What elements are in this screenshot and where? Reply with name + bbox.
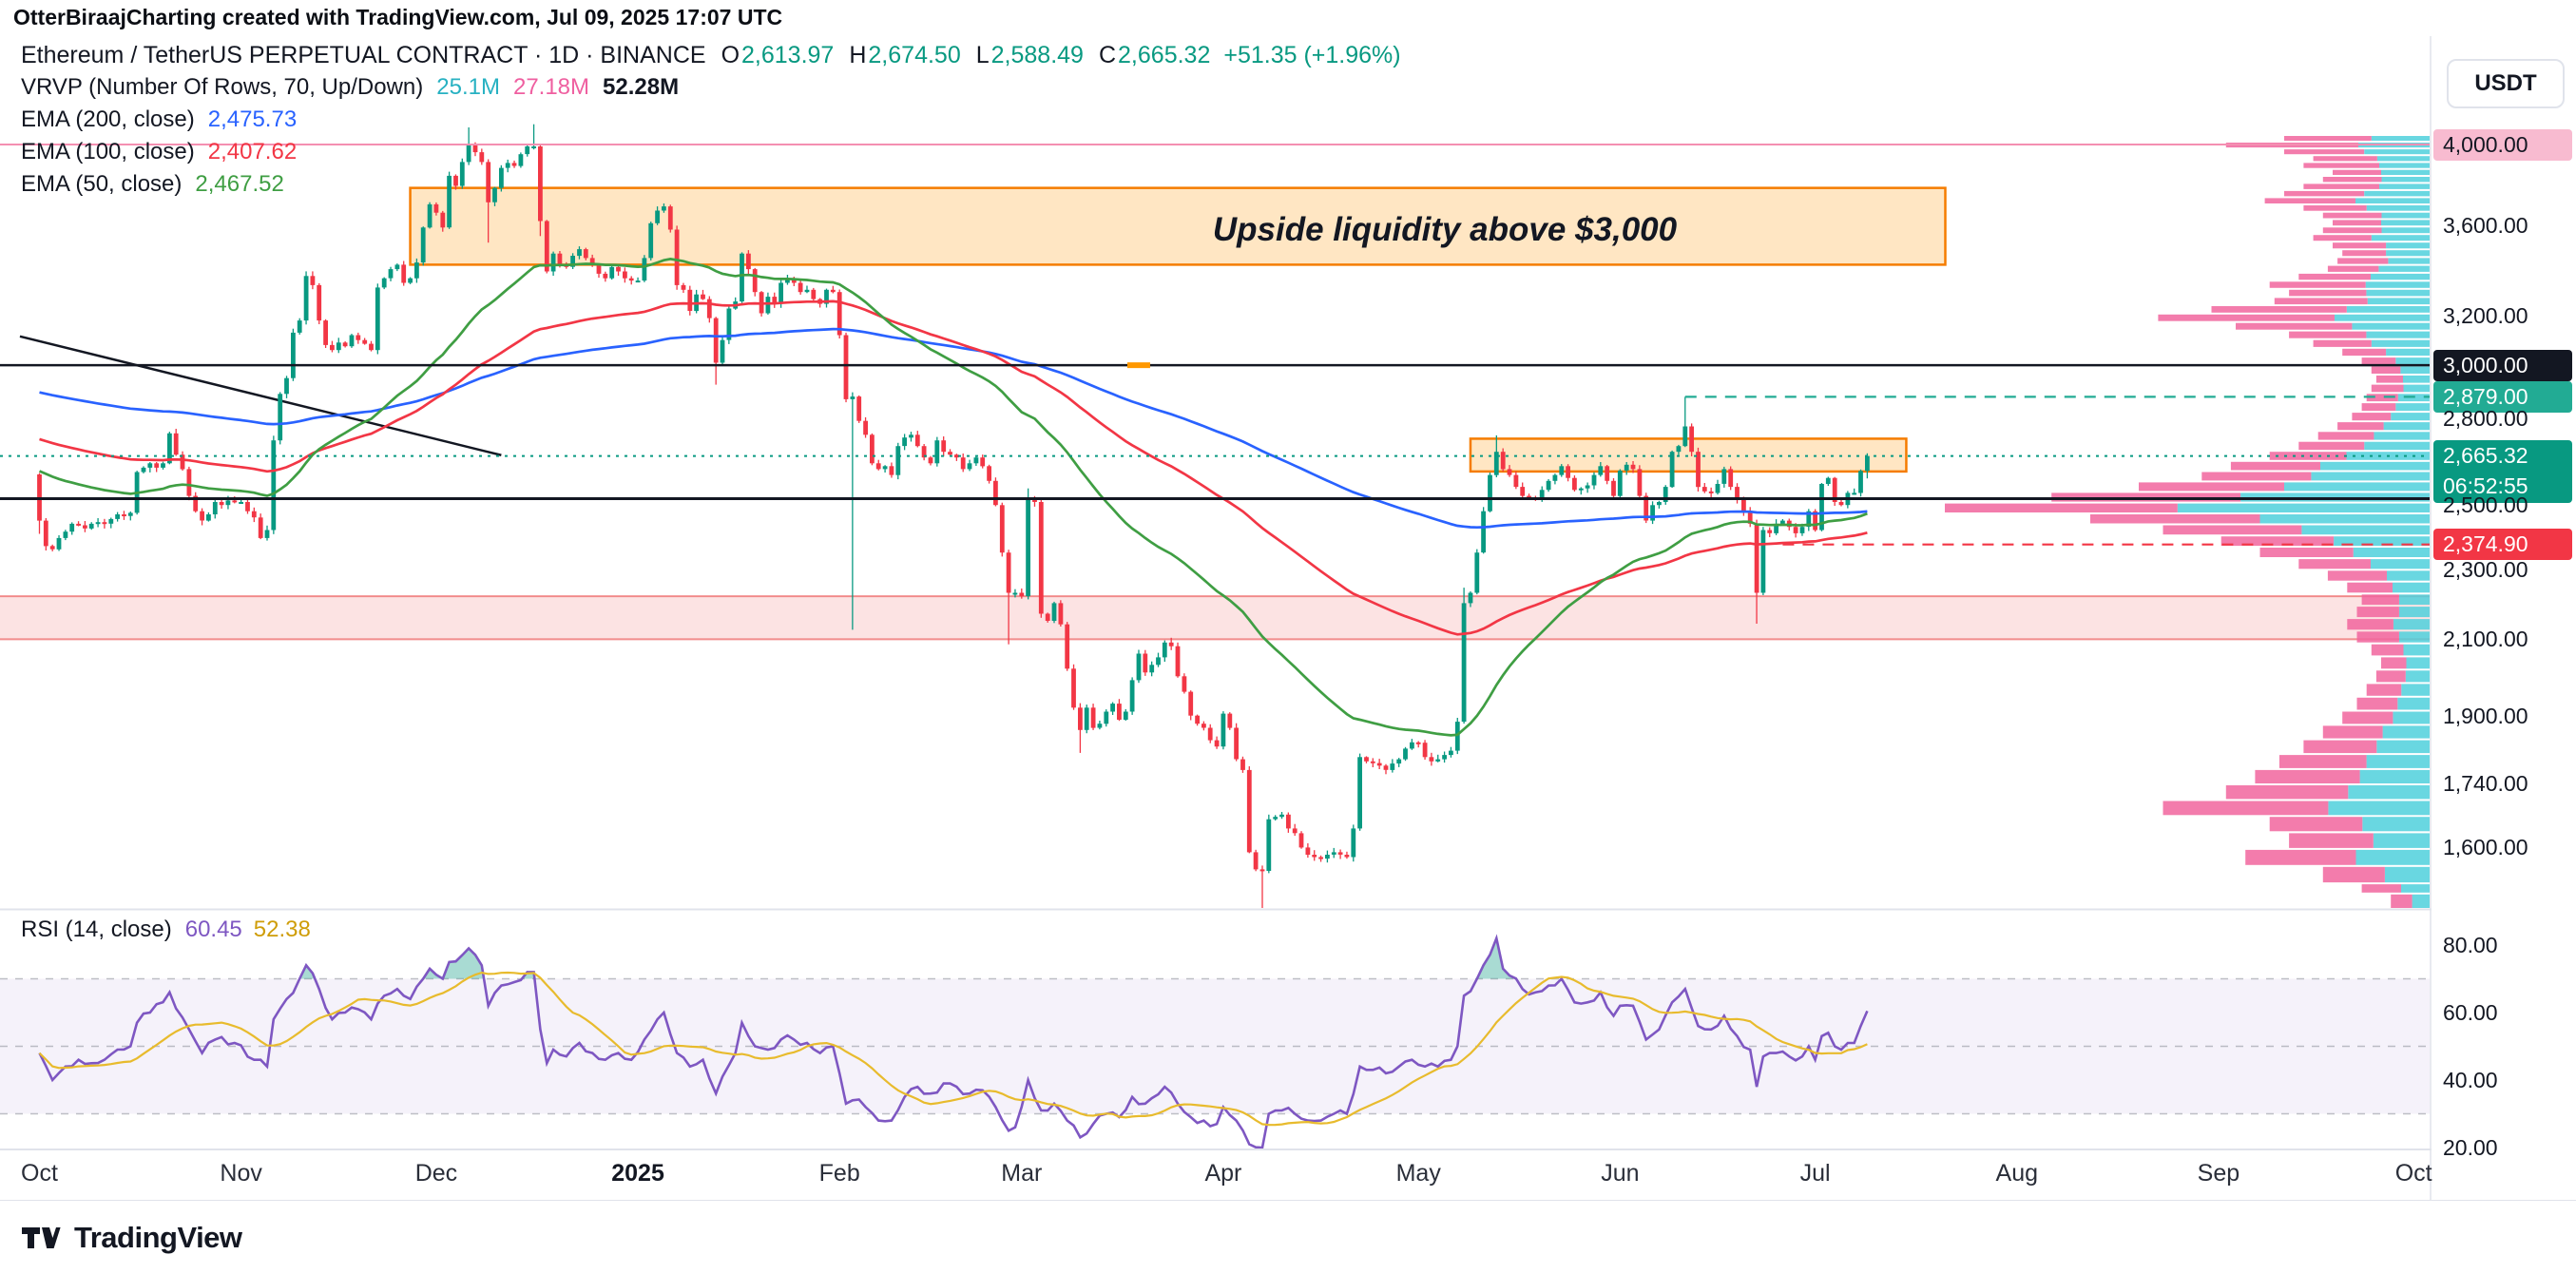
price-level-badge: 2,879.00 [2433, 380, 2572, 413]
time-tick: Apr [1204, 1160, 1242, 1187]
price-level-badge: 4,000.00 [2433, 128, 2572, 161]
rsi-line [38, 934, 1869, 1149]
candles-layer [37, 124, 1870, 908]
zone-minor-supply [1470, 438, 1907, 472]
zone-demand-band [0, 596, 2430, 640]
rsi-value: 60.45 [184, 917, 242, 942]
price-tick: 1,600.00 [2443, 835, 2528, 860]
symbol-legend-row[interactable]: Ethereum / TetherUS PERPETUAL CONTRACT ·… [21, 42, 1401, 74]
main-pane [0, 124, 2430, 908]
price-level-badge: 3,000.00 [2433, 349, 2572, 381]
ema-200-label: EMA (200, close) [21, 106, 195, 132]
time-tick: Mar [1001, 1160, 1043, 1187]
time-tick: Sep [2197, 1160, 2240, 1187]
watermark-text: OtterBiraajCharting created with Trading… [13, 5, 783, 29]
current-price-value: 2,665.32 [2443, 442, 2528, 468]
price-tick: 2,500.00 [2443, 492, 2528, 518]
price-axis[interactable]: 4,000.00 3,600.00 3,200.00 3,000.00 2,879.00… [2432, 0, 2576, 1200]
upside-liquidity-annotation[interactable]: Upside liquidity above $3,000 [1212, 211, 1678, 248]
ema-lines [38, 258, 1868, 737]
vrvp-up-volume: 25.1M [436, 74, 500, 100]
footer-bar: TradingView [0, 1200, 2576, 1274]
ema-50-line [38, 258, 1868, 737]
ema-100-legend-row[interactable]: EMA (100, close) 2,407.62 [21, 139, 1401, 171]
price-tick: 2,100.00 [2443, 626, 2528, 651]
ema-200-line [39, 327, 1868, 530]
rsi-legend-row[interactable]: RSI (14, close) 60.45 52.38 [21, 917, 311, 943]
vrvp-label: VRVP (Number Of Rows, 70, Up/Down) [21, 74, 424, 100]
ohlc-close-key: C [1098, 42, 1117, 68]
watermark-bar: OtterBiraajCharting created with Trading… [0, 0, 2576, 36]
time-tick: Aug [1995, 1160, 2039, 1187]
ema-50-legend-row[interactable]: EMA (50, close) 2,467.52 [21, 171, 1401, 203]
time-tick: May [1395, 1160, 1441, 1187]
price-tick: 1,900.00 [2443, 703, 2528, 728]
ohlc-high-value: 2,674.50 [868, 42, 961, 68]
price-tick: 2,300.00 [2443, 556, 2528, 582]
time-tick: Feb [818, 1160, 860, 1187]
time-tick: Dec [414, 1160, 458, 1187]
rsi-ma-value: 52.38 [253, 917, 311, 942]
rsi-tick: 60.00 [2443, 1000, 2498, 1025]
volume-profile [1945, 136, 2430, 908]
ema-200-value: 2,475.73 [207, 106, 298, 132]
ohlc-open-value: 2,613.97 [741, 42, 835, 68]
price-tick: 1,740.00 [2443, 770, 2528, 796]
time-axis[interactable]: Oct Nov Dec 2025 Feb Mar Apr May Jun Jul Aug Sep Oct [0, 1152, 2432, 1200]
ohlc-high-key: H [849, 42, 867, 68]
ema-100-value: 2,407.62 [207, 139, 298, 164]
time-tick: Oct [21, 1160, 58, 1187]
ema-100-line [39, 299, 1868, 636]
orange-marker [1126, 362, 1150, 369]
tradingview-logo-icon[interactable] [21, 1225, 61, 1251]
ohlc-low-key: L [975, 42, 990, 68]
ohlc-change-value: +51.35 (+1.96%) [1223, 42, 1401, 68]
current-price-badge: 2,665.32 06:52:55 [2433, 439, 2572, 503]
time-tick: Oct [2394, 1160, 2432, 1187]
time-tick: Nov [220, 1160, 262, 1187]
bar-countdown: 06:52:55 [2443, 473, 2528, 498]
symbol-title: Ethereum / TetherUS PERPETUAL CONTRACT ·… [21, 42, 706, 68]
ohlc-open-key: O [721, 42, 740, 68]
ema-100-label: EMA (100, close) [21, 139, 195, 164]
zone-upside-liquidity [410, 187, 1946, 265]
time-tick: Jun [1601, 1160, 1640, 1187]
rsi-pane [0, 934, 2430, 1149]
ohlc-close-value: 2,665.32 [1118, 42, 1211, 68]
rsi-tick: 80.00 [2443, 933, 2498, 957]
rsi-tick: 20.00 [2443, 1135, 2498, 1160]
ohlc-low-value: 2,588.49 [990, 42, 1084, 68]
rsi-label: RSI (14, close) [21, 917, 172, 942]
tradingview-brand-text[interactable]: TradingView [74, 1220, 242, 1254]
price-tick: 3,600.00 [2443, 213, 2528, 239]
trendline [19, 335, 502, 456]
rsi-tick: 40.00 [2443, 1068, 2498, 1092]
time-tick: 2025 [611, 1160, 664, 1187]
rsi-ma-line [38, 971, 1868, 1127]
price-tick: 2,800.00 [2443, 405, 2528, 431]
currency-usdt-button[interactable]: USDT [2447, 59, 2565, 108]
ema-200-legend-row[interactable]: EMA (200, close) 2,475.73 [21, 106, 1401, 139]
chart-legend: Ethereum / TetherUS PERPETUAL CONTRACT ·… [21, 42, 1401, 203]
vrvp-legend-row[interactable]: VRVP (Number Of Rows, 70, Up/Down) 25.1M 2… [21, 74, 1401, 106]
price-levels [0, 144, 2430, 546]
vrvp-total-volume: 52.28M [603, 74, 680, 100]
vrvp-down-volume: 27.18M [512, 74, 590, 100]
ema-50-label: EMA (50, close) [21, 171, 183, 197]
price-level-badge: 2,374.90 [2433, 529, 2572, 561]
time-tick: Jul [1799, 1160, 1831, 1187]
ema-50-value: 2,467.52 [195, 171, 284, 197]
price-tick: 3,200.00 [2443, 303, 2528, 329]
